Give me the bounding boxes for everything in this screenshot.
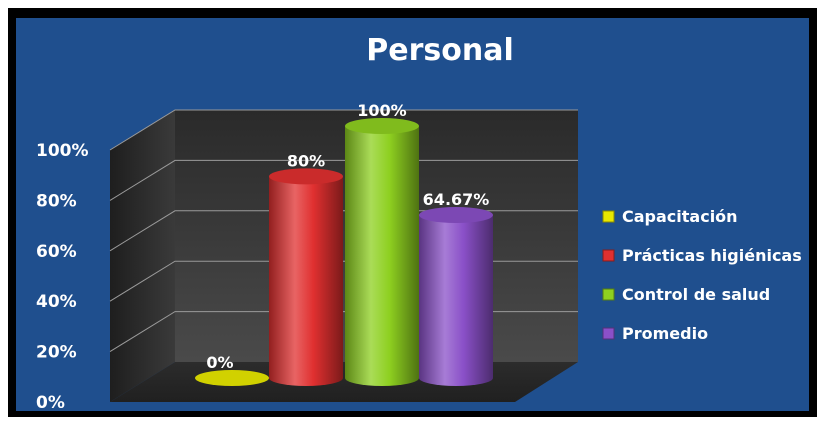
y-tick-label: 40% xyxy=(36,292,77,312)
bar-body xyxy=(269,176,343,386)
legend-item: Control de salud xyxy=(602,285,770,304)
bar-top xyxy=(269,168,343,185)
data-label: 0% xyxy=(206,353,233,372)
y-axis-ticks: 0% 20% 40% 60% 80% 100% xyxy=(36,141,89,413)
legend-swatch xyxy=(602,210,615,223)
gridline xyxy=(109,159,578,201)
bar xyxy=(195,370,269,386)
legend-item: Capacitación xyxy=(602,207,738,226)
bar-top xyxy=(195,370,269,386)
data-labels: 0% 80% 100% 64.67% xyxy=(206,101,489,372)
legend-swatch xyxy=(602,249,615,262)
bar xyxy=(345,118,419,386)
floor xyxy=(110,362,578,402)
legend-item: Prácticas higiénicas xyxy=(602,246,802,265)
bar-top xyxy=(345,118,419,134)
bar xyxy=(419,207,493,386)
legend-swatch xyxy=(602,288,615,301)
bar-body xyxy=(345,126,419,386)
legend-swatch xyxy=(602,327,615,340)
legend-label: Prácticas higiénicas xyxy=(622,246,802,265)
y-tick-label: 20% xyxy=(36,343,77,363)
side-wall xyxy=(110,110,175,402)
data-label: 80% xyxy=(287,151,325,170)
data-label: 64.67% xyxy=(423,190,490,209)
y-tick-label: 0% xyxy=(36,393,65,413)
legend-label: Capacitación xyxy=(622,207,738,226)
legend-item: Promedio xyxy=(602,324,708,343)
bar-body xyxy=(419,215,493,386)
legend: Capacitación Prácticas higiénicas Control … xyxy=(602,207,802,343)
bar xyxy=(269,168,343,386)
y-tick-label: 60% xyxy=(36,242,77,262)
y-tick-label: 100% xyxy=(36,141,89,161)
legend-label: Control de salud xyxy=(622,285,770,304)
data-label: 100% xyxy=(357,101,406,120)
legend-label: Promedio xyxy=(622,324,708,343)
chart-title: Personal xyxy=(366,33,513,68)
bar-top xyxy=(419,207,493,224)
gridline xyxy=(109,109,578,151)
y-tick-label: 80% xyxy=(36,191,77,211)
bars xyxy=(195,118,493,386)
